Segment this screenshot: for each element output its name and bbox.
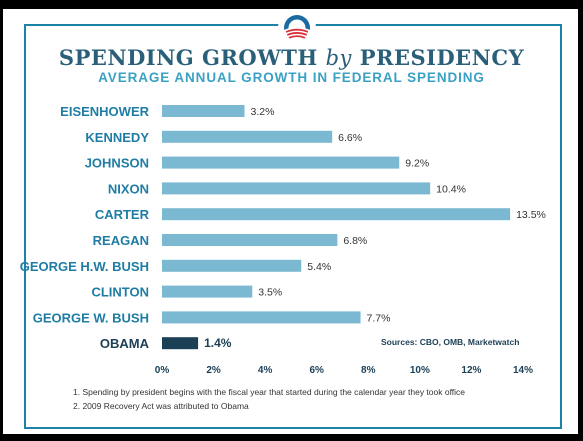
bar <box>162 105 245 117</box>
x-tick-label: 6% <box>309 365 324 376</box>
footnotes: 1. Spending by president begins with the… <box>73 385 465 413</box>
value-label: 3.2% <box>251 106 275 118</box>
value-label: 5.4% <box>307 261 331 273</box>
bar <box>162 234 338 246</box>
x-axis-ticks: 0% 2% 4% 6% 8% 10% 12% 14% <box>155 365 533 376</box>
category-label: EISENHOWER <box>60 104 149 119</box>
value-label: 1.4% <box>204 336 232 350</box>
value-label: 13.5% <box>516 209 546 221</box>
category-label: REAGAN <box>93 233 149 248</box>
value-label: 9.2% <box>405 158 429 170</box>
value-label: 7.7% <box>367 312 391 324</box>
obama-logo-icon <box>278 9 316 47</box>
bar <box>162 182 431 195</box>
value-label: 3.5% <box>258 287 282 299</box>
title-end: PRESIDENCY <box>359 45 525 70</box>
x-tick-label: 0% <box>155 365 170 376</box>
category-label: JOHNSON <box>85 156 149 171</box>
chart-title: SPENDING GROWTH by PRESIDENCY <box>0 45 583 70</box>
bar <box>162 285 253 298</box>
chart-frame <box>3 9 578 434</box>
category-label: GEORGE H.W. BUSH <box>20 259 149 274</box>
value-label: 6.6% <box>338 132 362 144</box>
category-label: CARTER <box>95 207 150 222</box>
title-by: by <box>325 46 352 70</box>
x-tick-label: 14% <box>513 365 533 376</box>
footnote-1: 1. Spending by president begins with the… <box>73 387 466 397</box>
bar <box>162 337 199 350</box>
bars-group: EISENHOWER 3.2% KENNEDY 6.6% JOHNSON 9.2% NIXO… <box>20 104 546 351</box>
bar <box>162 130 333 143</box>
category-label: GEORGE W. BUSH <box>33 310 149 325</box>
value-label: 10.4% <box>436 183 466 195</box>
bar <box>162 311 361 324</box>
x-tick-label: 4% <box>258 365 273 376</box>
bar <box>162 208 511 221</box>
category-label: OBAMA <box>100 336 150 351</box>
x-tick-label: 2% <box>206 365 221 376</box>
sources-note: Sources: CBO, OMB, Marketwatch <box>381 337 520 347</box>
x-tick-label: 10% <box>410 365 430 376</box>
category-label: KENNEDY <box>85 130 149 145</box>
bar <box>162 259 302 272</box>
bar <box>162 156 400 169</box>
footnote-2: 2. 2009 Recovery Act was attributed to O… <box>73 401 249 411</box>
value-label: 6.8% <box>343 235 367 247</box>
chart-subtitle: AVERAGE ANNUAL GROWTH IN FEDERAL SPENDIN… <box>98 70 485 85</box>
title-main: SPENDING GROWTH <box>58 45 318 70</box>
category-label: NIXON <box>108 181 149 196</box>
category-label: CLINTON <box>91 285 149 300</box>
x-tick-label: 12% <box>461 365 481 376</box>
x-tick-label: 8% <box>361 365 376 376</box>
